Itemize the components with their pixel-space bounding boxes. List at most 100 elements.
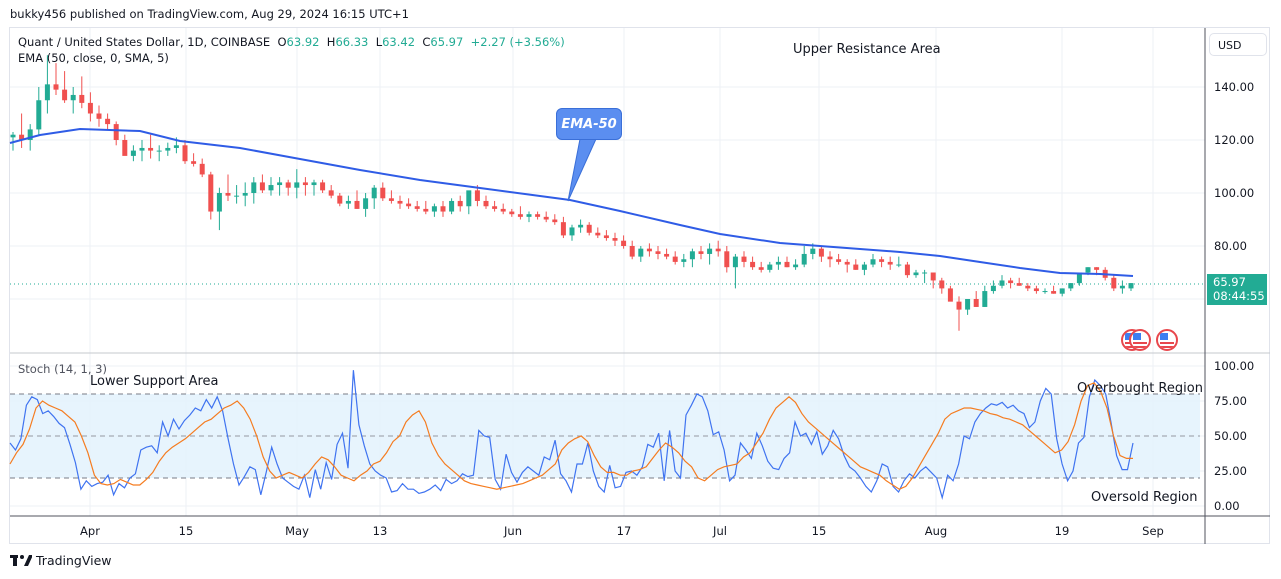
candle [904,264,910,276]
candle [1111,277,1117,289]
candle [414,206,420,209]
candle [818,248,824,257]
published-credit: bukky456 published on TradingView.com, A… [10,7,409,21]
candle [70,94,76,101]
price-tick: 140.00 [1214,80,1255,94]
candle [715,248,721,252]
candle [560,222,566,236]
upper-resistance-label: Upper Resistance Area [793,42,941,57]
candle [999,280,1005,286]
candle [173,145,179,148]
candle [36,100,42,130]
candle [870,259,876,265]
candle [732,256,738,268]
candle [440,206,446,212]
candle [139,147,145,151]
candle [208,174,214,212]
bar-countdown: 08:44:55 [1213,289,1265,303]
time-tick: 19 [1054,524,1070,538]
candle [947,288,953,302]
tradingview-logo-icon [10,554,32,566]
candle [216,193,222,212]
candle [707,248,713,254]
candle [956,301,962,310]
candle [1051,291,1057,294]
candle [113,124,119,140]
candle [1008,280,1014,284]
candle [621,240,627,246]
candle [130,150,136,156]
candle [569,227,575,236]
time-tick: Sep [1142,524,1164,538]
ema-legend[interactable]: EMA (50, close, 0, SMA, 5) [18,51,169,65]
stoch-k-line[interactable] [9,370,1134,500]
candle [844,261,850,265]
candle [225,193,231,196]
ema-callout: EMA-50 [556,108,622,140]
candle [79,94,85,103]
candle [500,208,506,212]
candle [474,190,480,201]
time-tick: 17 [616,524,632,538]
candle [517,214,523,217]
open-value: 63.92 [286,35,320,49]
candle [337,195,343,204]
low-label: L [375,35,383,49]
candle [543,216,549,220]
callout-pointer [567,138,597,202]
candle [87,102,93,114]
candle [156,150,162,152]
candle [526,214,532,217]
candle [586,224,592,233]
symbol-legend[interactable]: Quant / United States Dollar, 1D, COINBA… [18,35,565,49]
candle [27,129,33,140]
tradingview-logo[interactable]: TradingView [10,553,112,568]
candle [887,261,893,265]
last-price-tag: 65.97 08:44:55 [1207,274,1267,305]
candle [397,200,403,204]
candle [689,251,695,260]
stoch-d-line[interactable] [9,382,1133,490]
candle [1076,272,1082,284]
candlestick-series[interactable] [10,55,1134,331]
us-event-flag-icon[interactable] [1156,329,1178,351]
candle [646,248,652,252]
candle [827,256,833,260]
change-value: +2.27 (+3.56%) [470,35,565,49]
candle [750,261,756,268]
time-tick: 13 [372,524,388,538]
currency-selector[interactable]: USD [1209,33,1267,56]
candle [182,145,188,162]
candle [122,140,128,156]
low-value: 63.42 [382,35,416,49]
stoch-tick: 25.00 [1214,464,1247,478]
candle [664,253,670,257]
time-tick: 15 [178,524,194,538]
candle [483,200,489,207]
candle [578,224,584,228]
candle [767,264,773,270]
candle [277,182,283,186]
candle [982,291,988,307]
candle [165,147,171,151]
chart-frame [9,27,1270,544]
candle [354,200,360,209]
candle [242,193,248,196]
time-tick: May [285,524,309,538]
candle [457,200,463,207]
time-tick: 15 [811,524,827,538]
symbol-title: Quant / United States Dollar, 1D, COINBA… [18,35,271,49]
candle [861,264,867,270]
candle [1094,267,1100,270]
candle [1059,288,1065,294]
candle [431,206,437,212]
candle [939,280,945,289]
overbought-label: Overbought Region [1077,381,1203,396]
candle [1085,267,1091,273]
candle [1033,288,1039,292]
ema-50-line[interactable] [9,127,1134,277]
stoch-legend[interactable]: Stoch (14, 1, 3) [18,362,107,376]
candle [836,259,842,262]
us-event-flag-icon[interactable] [1129,329,1151,351]
